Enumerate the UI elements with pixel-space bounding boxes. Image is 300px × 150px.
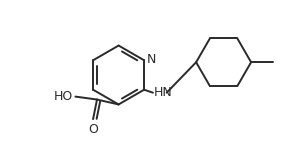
Text: N: N: [147, 53, 156, 66]
Text: HN: HN: [154, 86, 173, 99]
Text: O: O: [88, 123, 98, 136]
Text: HO: HO: [54, 90, 74, 103]
